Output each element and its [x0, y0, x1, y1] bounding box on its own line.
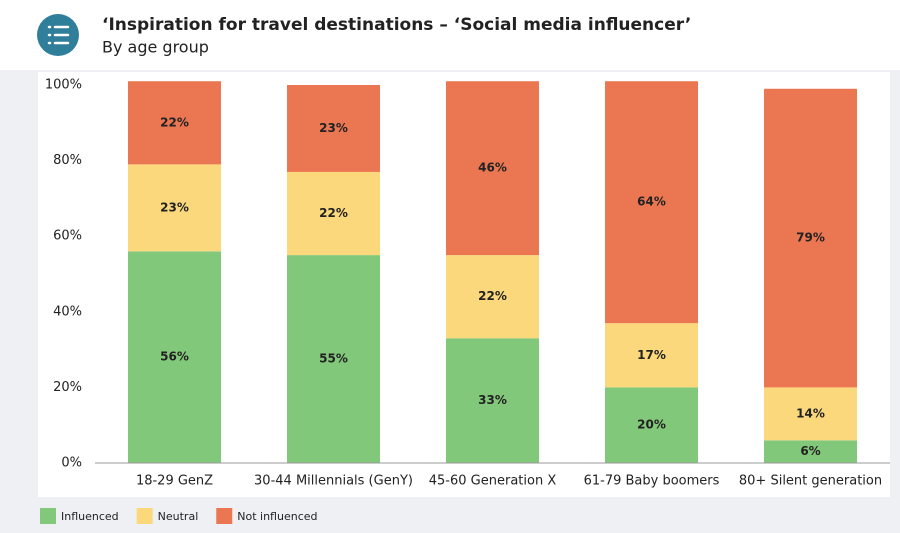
bar-segment [605, 81, 698, 324]
header [0, 0, 900, 70]
data-label: 17% [637, 348, 666, 362]
bar-segment [764, 387, 857, 441]
bar-segment [128, 81, 221, 165]
y-tick-label: 20% [53, 380, 82, 395]
x-tick-label: 80+ Silent generation [739, 474, 882, 489]
bar-segment [446, 81, 539, 256]
x-tick-label: 45-60 Generation X [429, 474, 557, 489]
data-label: 23% [160, 200, 189, 214]
bar-segment [287, 255, 380, 463]
data-label: 6% [800, 444, 820, 458]
bar-segment [605, 387, 698, 463]
bar-segment [287, 171, 380, 256]
data-label: 14% [796, 406, 825, 420]
data-label: 20% [637, 418, 666, 432]
y-tick-label: 100% [45, 78, 82, 93]
legend-label: Influenced [61, 510, 119, 523]
data-label: 22% [160, 115, 189, 129]
data-label: 22% [319, 206, 348, 220]
bar-segment [128, 164, 221, 252]
y-tick-label: 60% [53, 229, 82, 244]
x-tick-label: 18-29 GenZ [136, 474, 213, 489]
legend-label: Not influenced [237, 510, 317, 523]
y-tick-label: 80% [53, 153, 82, 168]
legend-swatch [136, 508, 153, 524]
legend-label: Neutral [158, 510, 199, 523]
bar-segment [605, 323, 698, 388]
x-tick-label: 30-44 Millennials (GenY) [254, 474, 413, 489]
chart-title: ‘Inspiration for travel destinations – ‘… [102, 15, 691, 35]
data-label: 79% [796, 231, 825, 245]
y-tick-label: 0% [61, 456, 82, 471]
bar-segment [764, 88, 857, 388]
data-label: 55% [319, 352, 348, 366]
data-label: 22% [478, 289, 507, 303]
bar-segment [446, 255, 539, 339]
bar-segment [128, 251, 221, 463]
bar-segment [287, 85, 380, 172]
bar-segment [446, 338, 539, 463]
data-label: 64% [637, 195, 666, 209]
data-label: 23% [319, 121, 348, 135]
bar-segment [764, 440, 857, 463]
data-label: 56% [160, 350, 189, 364]
data-label: 46% [478, 161, 507, 175]
icon [37, 14, 79, 56]
x-tick-label: 61-79 Baby boomers [584, 474, 720, 489]
legend-swatch [216, 508, 233, 524]
legend-swatch [40, 508, 56, 524]
chart-subtitle: By age group [102, 38, 209, 57]
y-tick-label: 40% [53, 304, 82, 319]
data-label: 33% [478, 393, 507, 407]
